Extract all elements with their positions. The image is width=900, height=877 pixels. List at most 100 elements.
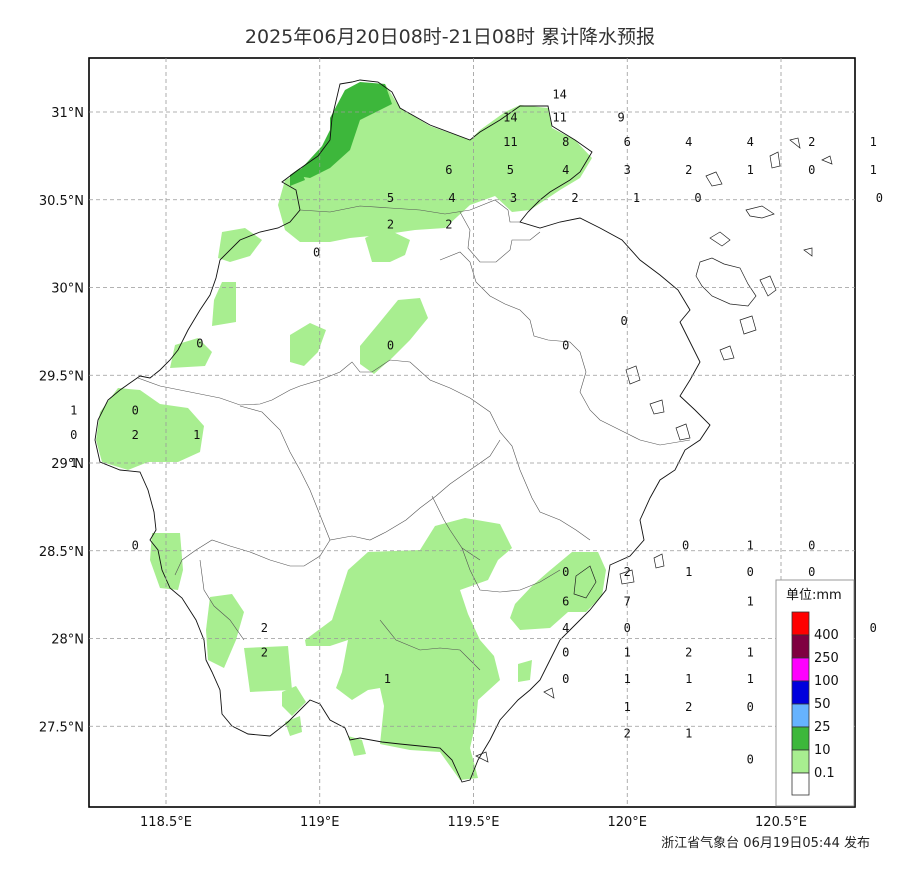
lat-tick-label: 30.5°N	[39, 194, 84, 209]
legend-swatches: 400 250 100 50 25 10 0.1	[791, 611, 839, 796]
station-value: 1	[747, 646, 754, 660]
lat-tick-label: 28°N	[51, 633, 84, 648]
island-outlines	[475, 137, 833, 763]
station-value: 0	[562, 672, 569, 686]
station-value: 2	[571, 191, 578, 205]
lat-tick-label: 28.5°N	[39, 545, 84, 560]
map-title: 2025年06月20日08时-21日08时 累计降水预报	[244, 26, 656, 48]
station-value: 6	[624, 135, 631, 149]
station-value: 6	[562, 595, 569, 609]
legend-level-label: 250	[814, 651, 839, 666]
station-value: 0	[808, 565, 815, 579]
legend-swatch	[791, 680, 810, 705]
station-value: 4	[685, 135, 692, 149]
station-value: 5	[387, 191, 394, 205]
station-value: 4	[562, 621, 569, 635]
lat-tick-label: 30°N	[51, 282, 84, 297]
station-value: 7	[624, 595, 631, 609]
lon-tick-label: 120°E	[607, 815, 647, 830]
station-value: 2	[624, 565, 631, 579]
station-value: 1	[624, 672, 631, 686]
station-value: 0	[808, 538, 815, 552]
station-value: 2	[685, 646, 692, 660]
station-value: 5	[507, 163, 514, 177]
station-value: 1	[747, 595, 754, 609]
legend-unit: 单位:mm	[786, 588, 842, 603]
legend: 单位:mm 400 250 100 50 25 10 0.1	[775, 579, 855, 807]
station-value: 6	[445, 163, 452, 177]
lat-tick-label: 29°N	[51, 457, 84, 472]
station-value: 4	[747, 135, 754, 149]
station-value: 0	[132, 403, 139, 417]
station-value: 1	[70, 456, 77, 470]
station-value: 1	[685, 565, 692, 579]
issuer-footer: 浙江省气象台 06月19日05:44 发布	[661, 836, 870, 851]
station-value: 1	[70, 403, 77, 417]
station-value: 1	[633, 191, 640, 205]
legend-swatch	[791, 634, 810, 659]
station-value: 2	[445, 217, 452, 231]
station-value: 2	[261, 646, 268, 660]
station-value: 0	[870, 621, 877, 635]
lat-tick-label: 29.5°N	[39, 369, 84, 384]
legend-swatch	[791, 703, 810, 728]
station-value: 2	[261, 621, 268, 635]
precip-mid-areas	[290, 82, 392, 186]
station-value: 0	[562, 646, 569, 660]
station-value: 0	[562, 565, 569, 579]
station-value: 0	[747, 700, 754, 714]
station-value: 1	[747, 163, 754, 177]
legend-level-label: 0.1	[814, 766, 835, 781]
station-value: 11	[503, 135, 517, 149]
station-value: 0	[876, 191, 883, 205]
longitude-tick-labels: 118.5°E119°E119.5°E120°E120.5°E121°E121.…	[140, 815, 807, 830]
lat-tick-label: 27.5°N	[39, 720, 84, 735]
station-value: 2	[624, 726, 631, 740]
latitude-tick-labels: 31°N 30.5°N 30°N 29.5°N 29°N 28.5°N 28°N 27.5°N	[39, 106, 84, 735]
station-value: 2	[387, 217, 394, 231]
legend-level-label: 100	[814, 674, 839, 689]
station-value: 0	[621, 314, 628, 328]
station-value: 0	[747, 753, 754, 767]
station-value: 1	[193, 428, 200, 442]
legend-level-label: 25	[814, 720, 831, 735]
city-boundaries	[137, 199, 691, 671]
station-value: 1	[384, 672, 391, 686]
lon-tick-label: 120.5°E	[755, 815, 807, 830]
station-value: 9	[617, 110, 624, 124]
station-value: 1	[870, 135, 877, 149]
station-value: 1	[624, 646, 631, 660]
station-value: 11	[552, 110, 566, 124]
station-value: 0	[196, 337, 203, 351]
station-value: 14	[552, 87, 566, 101]
station-value: 0	[624, 621, 631, 635]
station-value: 0	[387, 338, 394, 352]
station-value: 4	[448, 191, 455, 205]
station-value: 1	[870, 163, 877, 177]
lat-tick-label: 31°N	[51, 106, 84, 121]
station-value: 14	[503, 110, 517, 124]
station-value: 1	[685, 726, 692, 740]
station-value: 4	[562, 163, 569, 177]
station-value: 0	[313, 245, 320, 259]
station-value: 3	[624, 163, 631, 177]
legend-swatch-none	[791, 772, 810, 796]
station-value: 0	[132, 538, 139, 552]
legend-level-label: 400	[814, 628, 839, 643]
legend-swatch	[791, 749, 810, 774]
station-value: 2	[808, 135, 815, 149]
lat-lon-grid	[89, 58, 855, 807]
station-value: 0	[70, 428, 77, 442]
precip-light-areas	[96, 83, 606, 780]
legend-swatch	[791, 657, 810, 682]
station-value: 2	[132, 428, 139, 442]
station-value: 1	[624, 700, 631, 714]
lon-tick-label: 118.5°E	[140, 815, 192, 830]
station-value: 0	[682, 538, 689, 552]
station-value: 0	[694, 191, 701, 205]
legend-level-label: 50	[814, 697, 831, 712]
station-value: 1	[747, 672, 754, 686]
station-value: 2	[685, 700, 692, 714]
station-value: 0	[808, 163, 815, 177]
